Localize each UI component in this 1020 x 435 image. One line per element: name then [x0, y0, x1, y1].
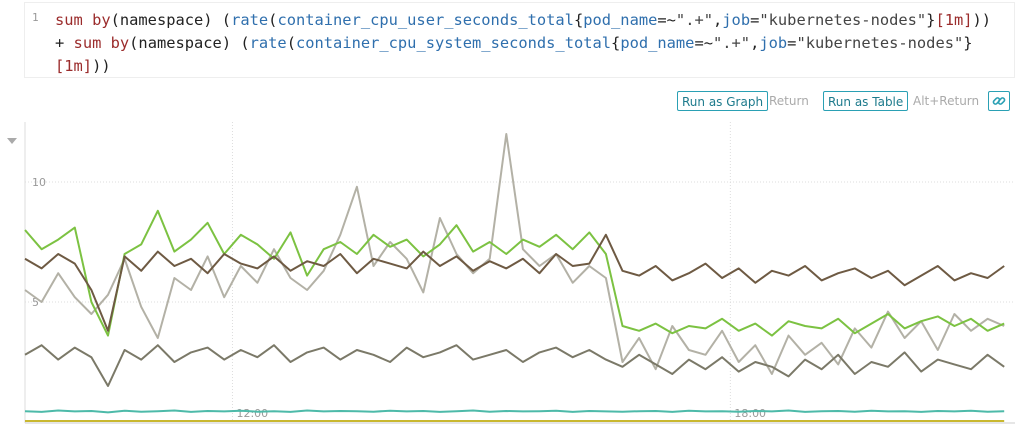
x-tick-label: 18:00 — [734, 407, 766, 420]
code-token: pod_name — [620, 34, 695, 52]
collapse-arrow — [7, 138, 17, 144]
code-token: [1m] — [55, 57, 93, 75]
code-token: "kubernetes-nodes" — [759, 11, 927, 29]
run-table-button[interactable]: Run as Table — [823, 91, 909, 111]
code-token: ".+" — [675, 11, 713, 29]
code-token: ( — [286, 34, 296, 52]
shortcut-hint: Alt+Return — [913, 94, 980, 108]
code-token: sum by — [73, 34, 130, 52]
code-token: sum by — [55, 11, 111, 29]
code-token: (namespace) ( — [110, 11, 232, 29]
run-graph-button[interactable]: Run as Graph — [677, 91, 769, 111]
code-token: [1m] — [935, 11, 973, 29]
series-line — [24, 209, 1005, 337]
y-tick-label: 10 — [32, 176, 46, 189]
series-line — [24, 233, 1005, 332]
series-line — [24, 133, 1005, 375]
series-line — [24, 409, 1005, 414]
code-token: pod_name — [583, 11, 658, 29]
shortcut-hint: Return — [769, 94, 809, 108]
x-tick-label: 12:00 — [236, 407, 268, 420]
code-token: { — [573, 11, 584, 29]
code-token: container_cpu_user_seconds_total — [277, 11, 574, 29]
link-button[interactable] — [988, 91, 1010, 111]
code-token: (namespace) ( — [129, 34, 250, 52]
line-number: 1 — [32, 11, 39, 24]
code-line: [1m])) — [55, 55, 991, 78]
code-token: } — [963, 34, 973, 52]
code-line: sum by(namespace) (rate(container_cpu_us… — [55, 9, 991, 32]
code-token: , — [713, 11, 723, 29]
code-token: } — [926, 11, 936, 29]
link-icon — [992, 97, 1006, 105]
code-token: + — [55, 34, 74, 52]
code-token: rate — [231, 11, 269, 29]
y-tick-label: 5 — [32, 296, 39, 309]
code-token: job — [722, 11, 751, 29]
code-line: + sum by(namespace) (rate(container_cpu_… — [55, 32, 991, 55]
code-token: = — [787, 34, 797, 52]
query-editor[interactable]: 1 sum by(namespace) (rate(container_cpu_… — [24, 2, 1015, 78]
code-token: )) — [92, 57, 111, 75]
code-token: =~ — [694, 34, 713, 52]
code-token: { — [611, 34, 621, 52]
code-token: job — [759, 34, 788, 52]
code-token: = — [750, 11, 760, 29]
code-token: )) — [972, 11, 992, 29]
code-token: ".+" — [713, 34, 751, 52]
code-token: ( — [268, 11, 278, 29]
code-token: rate — [249, 34, 287, 52]
code-token: "kubernetes-nodes" — [796, 34, 964, 52]
code-token: container_cpu_system_seconds_total — [295, 34, 612, 52]
query-code: sum by(namespace) (rate(container_cpu_us… — [55, 9, 991, 78]
code-token: , — [750, 34, 760, 52]
code-token: =~ — [657, 11, 676, 29]
series-line — [24, 344, 1005, 387]
